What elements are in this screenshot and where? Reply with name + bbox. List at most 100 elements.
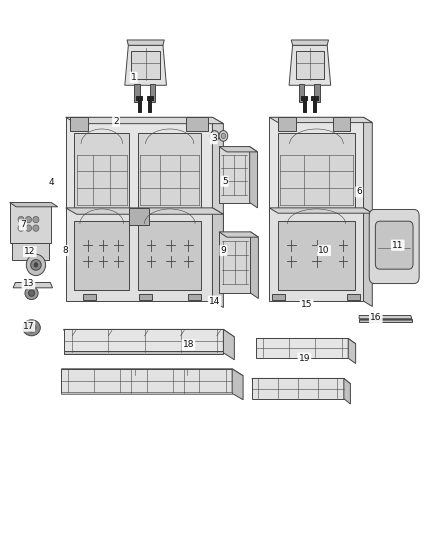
Text: 8: 8 (62, 246, 68, 255)
Text: 10: 10 (318, 246, 330, 255)
Polygon shape (74, 221, 129, 290)
Text: 14: 14 (209, 297, 220, 305)
Polygon shape (64, 329, 234, 337)
Bar (299, 84, 304, 102)
Bar (150, 84, 155, 102)
Bar (314, 84, 320, 102)
Polygon shape (138, 221, 201, 290)
Polygon shape (232, 369, 243, 400)
Bar (64, 351, 223, 354)
Polygon shape (219, 147, 250, 203)
Polygon shape (252, 378, 350, 384)
Polygon shape (251, 232, 258, 298)
Polygon shape (269, 208, 372, 213)
Bar (139, 294, 152, 300)
Polygon shape (66, 208, 212, 301)
Ellipse shape (26, 254, 46, 276)
Ellipse shape (18, 216, 24, 223)
Polygon shape (125, 45, 166, 85)
Ellipse shape (210, 131, 219, 141)
Text: 3: 3 (211, 134, 217, 143)
Bar (311, 96, 318, 100)
Polygon shape (359, 319, 412, 322)
Bar (347, 294, 360, 300)
Bar (274, 212, 359, 221)
Bar (148, 99, 151, 112)
Polygon shape (256, 338, 356, 344)
Bar (301, 96, 307, 100)
Polygon shape (66, 117, 223, 124)
Text: 19: 19 (299, 354, 310, 362)
Ellipse shape (23, 320, 40, 336)
Bar (61, 392, 232, 394)
Text: 1: 1 (131, 73, 137, 82)
Bar (131, 51, 160, 79)
Polygon shape (219, 232, 251, 293)
Polygon shape (359, 316, 412, 319)
Polygon shape (348, 338, 356, 364)
FancyBboxPatch shape (375, 221, 413, 269)
Polygon shape (269, 117, 372, 123)
Polygon shape (10, 203, 51, 243)
Bar (278, 117, 296, 131)
Polygon shape (219, 232, 258, 237)
Bar (70, 117, 88, 131)
Polygon shape (250, 147, 258, 208)
Text: 13: 13 (23, 279, 34, 288)
Polygon shape (256, 338, 348, 358)
Polygon shape (269, 208, 364, 301)
Ellipse shape (25, 287, 38, 300)
Bar (186, 117, 208, 131)
Polygon shape (12, 243, 49, 260)
Bar (129, 208, 149, 225)
Polygon shape (212, 208, 223, 308)
Ellipse shape (18, 225, 24, 231)
Ellipse shape (33, 216, 39, 223)
Bar (296, 51, 324, 79)
Text: 11: 11 (392, 241, 403, 249)
Ellipse shape (34, 263, 38, 267)
Polygon shape (278, 133, 355, 211)
Bar (313, 99, 316, 112)
Text: 17: 17 (23, 322, 34, 330)
Polygon shape (13, 282, 53, 288)
Polygon shape (138, 133, 201, 211)
Polygon shape (64, 329, 223, 353)
Text: 12: 12 (24, 247, 35, 256)
Ellipse shape (27, 324, 36, 332)
Ellipse shape (31, 260, 41, 270)
Polygon shape (66, 208, 223, 214)
Bar (188, 294, 201, 300)
Bar (138, 99, 141, 112)
Polygon shape (74, 133, 129, 211)
Polygon shape (291, 40, 328, 45)
Text: 18: 18 (183, 341, 194, 349)
Ellipse shape (28, 290, 35, 296)
Bar (272, 294, 285, 300)
Bar (83, 294, 96, 300)
Polygon shape (212, 117, 223, 230)
Text: 9: 9 (220, 246, 226, 255)
Polygon shape (61, 369, 232, 393)
Polygon shape (252, 378, 344, 399)
Ellipse shape (33, 225, 39, 231)
Text: 5: 5 (222, 177, 228, 185)
Polygon shape (10, 203, 58, 207)
Polygon shape (219, 147, 258, 152)
Ellipse shape (30, 326, 33, 329)
Ellipse shape (219, 131, 228, 141)
Text: 16: 16 (370, 313, 381, 322)
Ellipse shape (25, 216, 32, 223)
Bar (333, 117, 350, 131)
Polygon shape (66, 117, 212, 224)
Polygon shape (289, 45, 331, 85)
Polygon shape (61, 369, 243, 376)
Text: 6: 6 (356, 188, 362, 196)
FancyBboxPatch shape (369, 209, 419, 284)
Bar (147, 96, 153, 100)
Bar (70, 212, 208, 221)
Polygon shape (364, 117, 372, 229)
Text: 2: 2 (113, 117, 119, 126)
Polygon shape (127, 40, 164, 45)
Text: 7: 7 (20, 221, 26, 229)
